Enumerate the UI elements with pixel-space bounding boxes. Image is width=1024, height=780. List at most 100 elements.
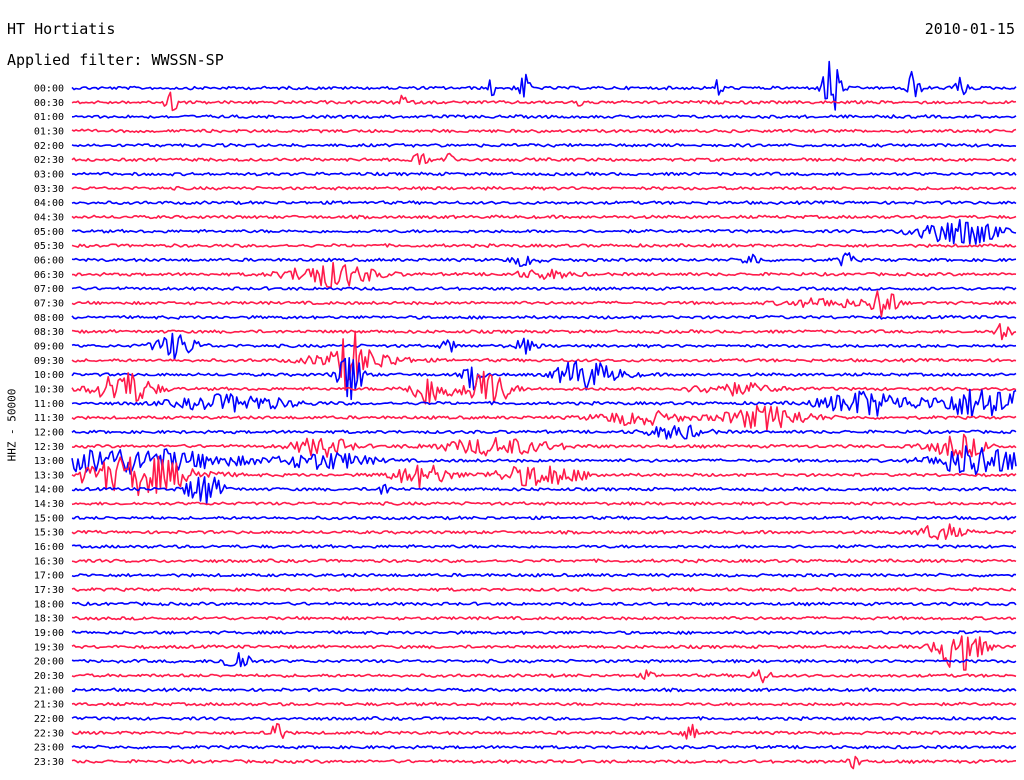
- row-time-label: 07:00: [34, 284, 64, 295]
- trace-1100: [71, 388, 1017, 418]
- row-time-label: 02:30: [34, 155, 64, 166]
- row-time-label: 09:00: [34, 341, 64, 352]
- row-time-label: 02:00: [34, 141, 64, 152]
- trace-1300: [71, 445, 1017, 476]
- trace-1830: [71, 615, 1017, 621]
- trace-0630: [71, 261, 1017, 288]
- row-time-label: 21:30: [34, 700, 64, 711]
- trace-0100: [71, 114, 1017, 120]
- row-time-label: 23:00: [34, 743, 64, 754]
- row-time-label: 21:00: [34, 685, 64, 696]
- trace-0530: [71, 243, 1017, 249]
- trace-1500: [71, 515, 1017, 521]
- trace-0600: [71, 252, 1017, 267]
- row-time-label: 22:30: [34, 728, 64, 739]
- row-time-label: 23:30: [34, 757, 64, 768]
- trace-2230: [71, 723, 1017, 740]
- trace-0430: [71, 214, 1017, 220]
- row-time-label: 19:00: [34, 628, 64, 639]
- row-time-label: 17:30: [34, 585, 64, 596]
- trace-0230: [71, 152, 1017, 166]
- row-time-label: 00:00: [34, 84, 64, 95]
- trace-0930: [71, 330, 1017, 391]
- trace-0200: [71, 142, 1017, 148]
- trace-1330: [71, 455, 1017, 497]
- row-time-label: 03:30: [34, 184, 64, 195]
- row-time-label: 19:30: [34, 642, 64, 653]
- row-time-label: 06:30: [34, 270, 64, 281]
- trace-0030: [71, 91, 1017, 112]
- trace-0500: [71, 219, 1017, 245]
- trace-0300: [71, 171, 1017, 177]
- row-time-label: 12:00: [34, 427, 64, 438]
- row-time-label: 08:00: [34, 313, 64, 324]
- row-time-label: 15:30: [34, 528, 64, 539]
- trace-1800: [71, 601, 1017, 607]
- trace-1030: [71, 370, 1017, 405]
- trace-1900: [71, 630, 1017, 635]
- trace-2300: [71, 744, 1017, 750]
- row-time-label: 04:00: [34, 198, 64, 209]
- row-time-label: 09:30: [34, 356, 64, 367]
- record-date: 2010-01-15: [924, 20, 1015, 38]
- row-time-label: 00:30: [34, 98, 64, 109]
- row-time-label: 20:30: [34, 671, 64, 682]
- trace-1200: [71, 424, 1017, 440]
- row-time-label: 03:00: [34, 169, 64, 180]
- trace-2330: [71, 755, 1017, 770]
- row-time-label: 06:00: [34, 255, 64, 266]
- station-title: HT Hortiatis: [7, 20, 116, 38]
- row-time-label: 20:00: [34, 657, 64, 668]
- row-time-label: 17:00: [34, 571, 64, 582]
- filter-label: Applied filter: WWSSN-SP: [7, 51, 224, 69]
- trace-1730: [71, 587, 1016, 592]
- trace-0700: [71, 286, 1017, 291]
- trace-1430: [71, 501, 1017, 506]
- trace-0000: [71, 60, 1017, 111]
- trace-0830: [71, 323, 1017, 341]
- trace-2100: [71, 687, 1017, 693]
- row-time-label: 16:30: [34, 556, 64, 567]
- trace-1700: [71, 572, 1017, 578]
- row-time-label: 14:30: [34, 499, 64, 510]
- trace-0130: [71, 128, 1017, 134]
- row-time-label: 15:00: [34, 513, 64, 524]
- trace-0330: [71, 185, 1017, 191]
- trace-1130: [71, 404, 1017, 431]
- row-time-label: 04:30: [34, 212, 64, 223]
- row-time-label: 05:00: [34, 227, 64, 238]
- trace-2000: [71, 652, 1017, 668]
- trace-1230: [71, 433, 1017, 459]
- row-time-label: 07:30: [34, 298, 64, 309]
- row-time-label: 11:30: [34, 413, 64, 424]
- trace-1930: [71, 635, 1017, 671]
- trace-1000: [71, 357, 1017, 401]
- trace-2030: [71, 669, 1017, 684]
- row-time-label: 01:30: [34, 126, 64, 137]
- row-time-label: 16:00: [34, 542, 64, 553]
- row-time-label: 13:30: [34, 470, 64, 481]
- trace-0400: [71, 200, 1017, 206]
- trace-2200: [71, 716, 1017, 721]
- trace-1600: [71, 544, 1017, 549]
- row-time-label: 11:00: [34, 399, 64, 410]
- row-time-label: 10:00: [34, 370, 64, 381]
- trace-2130: [71, 701, 1017, 707]
- trace-0900: [71, 332, 1017, 361]
- row-time-label: 18:00: [34, 599, 64, 610]
- trace-1530: [71, 523, 1017, 541]
- row-time-label: 22:00: [34, 714, 64, 725]
- row-time-label: 01:00: [34, 112, 64, 123]
- row-time-label: 14:00: [34, 485, 64, 496]
- row-time-label: 08:30: [34, 327, 64, 338]
- row-time-label: 18:30: [34, 614, 64, 625]
- trace-0730: [71, 290, 1017, 318]
- row-time-label: 10:30: [34, 384, 64, 395]
- row-time-label: 13:00: [34, 456, 64, 467]
- trace-1400: [71, 476, 1017, 506]
- trace-0800: [71, 314, 1017, 320]
- row-time-label: 12:30: [34, 442, 64, 453]
- trace-1630: [71, 558, 1017, 564]
- row-time-label: 05:30: [34, 241, 64, 252]
